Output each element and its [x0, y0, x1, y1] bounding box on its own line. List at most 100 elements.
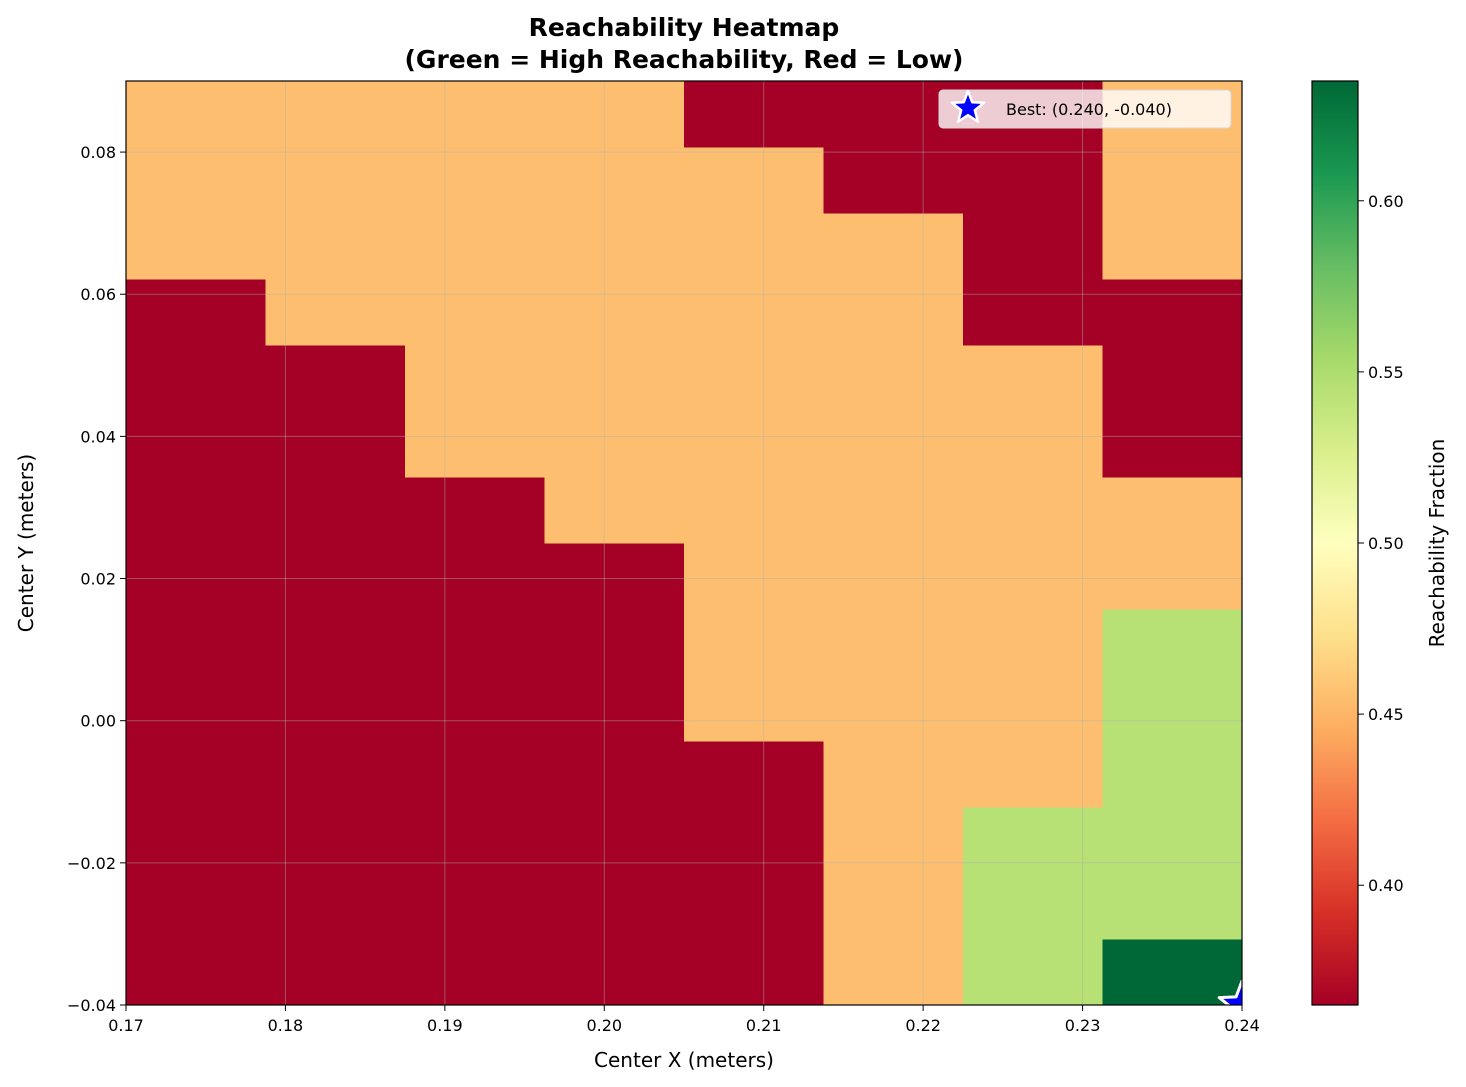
heatmap-cell — [126, 806, 267, 874]
y-tick-label: 0.08 — [80, 143, 116, 162]
colorbar: 0.40 0.45 0.50 0.55 0.60 Reachability Fracti… — [1311, 80, 1449, 1006]
legend: Best: (0.240, -0.040) — [938, 89, 1232, 129]
heatmap-cell — [963, 344, 1104, 412]
heatmap-cell — [544, 147, 685, 214]
heatmap-cell — [823, 806, 964, 874]
x-tick-label: 0.17 — [108, 1016, 144, 1035]
x-tick-label: 0.19 — [427, 1016, 463, 1035]
heatmap-cell — [823, 674, 964, 742]
heatmap-cell — [126, 279, 267, 346]
y-tick-label: −0.02 — [67, 854, 116, 873]
legend-star-shape — [950, 89, 986, 123]
heatmap-cell — [544, 873, 685, 940]
y-tick-label: 0.00 — [80, 712, 116, 731]
colorbar-ticks: 0.40 0.45 0.50 0.55 0.60 — [1358, 192, 1404, 895]
x-tick-label: 0.24 — [1224, 1016, 1260, 1035]
heatmap-cell — [963, 741, 1104, 808]
heatmap-cell — [963, 411, 1104, 478]
heatmap-cell — [684, 411, 825, 478]
heatmap-cell — [265, 411, 406, 478]
heatmap-cell — [126, 674, 267, 742]
colorbar-tick-label: 0.40 — [1368, 876, 1404, 895]
colorbar-label: Reachability Fraction — [1425, 439, 1449, 648]
heatmap-cell — [684, 344, 825, 412]
heatmap-cell — [126, 147, 267, 214]
heatmap-cell — [963, 147, 1104, 214]
heatmap-cell — [1102, 609, 1243, 676]
heatmap-cell — [684, 873, 825, 940]
heatmap-cell — [1102, 411, 1243, 478]
heatmap-cell — [126, 344, 267, 412]
heatmap-cell — [823, 212, 964, 280]
y-axis-label: Center Y (meters) — [14, 454, 38, 632]
heatmap-cell — [963, 873, 1104, 940]
heatmap-cell — [265, 674, 406, 742]
heatmap-cell — [823, 741, 964, 808]
heatmap-cell — [823, 279, 964, 346]
heatmap-cell — [823, 476, 964, 544]
heatmap-cell — [684, 147, 825, 214]
heatmap-cell — [265, 212, 406, 280]
y-tick-label: −0.04 — [67, 996, 116, 1015]
heatmap-cell — [544, 609, 685, 676]
heatmap-cell — [1102, 873, 1243, 940]
x-tick-label: 0.18 — [268, 1016, 304, 1035]
heatmap-cell — [1102, 147, 1243, 214]
heatmap-cell — [265, 279, 406, 346]
heatmap-cell — [544, 279, 685, 346]
colorbar-tick-label: 0.45 — [1368, 705, 1404, 724]
heatmap-cell — [963, 212, 1104, 280]
heatmap-cells — [126, 81, 1243, 1006]
heatmap-cell — [963, 543, 1104, 610]
heatmap-cell — [684, 938, 825, 1006]
heatmap-cell — [265, 938, 406, 1006]
heatmap-cell — [1102, 674, 1243, 742]
heatmap-cell — [963, 806, 1104, 874]
heatmap-cell — [405, 873, 546, 940]
heatmap-cell — [684, 476, 825, 544]
chart-title-line1: Reachability Heatmap — [529, 13, 840, 42]
heatmap-cell — [405, 543, 546, 610]
heatmap-cell — [963, 279, 1104, 346]
heatmap-cell — [126, 212, 267, 280]
heatmap-cell — [544, 741, 685, 808]
heatmap-cell — [684, 212, 825, 280]
heatmap-cell — [1102, 938, 1243, 1006]
heatmap-cell — [265, 873, 406, 940]
star-icon — [950, 89, 986, 123]
heatmap-cell — [544, 476, 685, 544]
heatmap-cell — [126, 873, 267, 940]
x-tick-label: 0.22 — [905, 1016, 941, 1035]
heatmap-cell — [405, 674, 546, 742]
heatmap-cell — [265, 609, 406, 676]
heatmap-cell — [265, 81, 406, 148]
heatmap-cell — [963, 674, 1104, 742]
heatmap-cell — [405, 609, 546, 676]
heatmap-cell — [684, 543, 825, 610]
y-tick-label: 0.06 — [80, 285, 116, 304]
heatmap-cell — [684, 806, 825, 874]
heatmap-cell — [544, 411, 685, 478]
x-axis-ticks: 0.17 0.18 0.19 0.20 0.21 0.22 0.23 0.24 — [108, 1005, 1260, 1035]
heatmap-cell — [1102, 806, 1243, 874]
heatmap-cell — [684, 674, 825, 742]
best-point-marker — [1217, 979, 1242, 1005]
heatmap-cell — [544, 543, 685, 610]
heatmap-cell — [823, 344, 964, 412]
heatmap-cell — [405, 147, 546, 214]
y-axis-ticks: −0.04 −0.02 0.00 0.02 0.04 0.06 0.08 — [67, 143, 126, 1015]
heatmap-cell — [405, 279, 546, 346]
heatmap-cell — [823, 873, 964, 940]
heatmap-cell — [684, 741, 825, 808]
heatmap-cell — [126, 543, 267, 610]
heatmap-cell — [544, 938, 685, 1006]
heatmap-cell — [126, 411, 267, 478]
heatmap-cell — [1102, 543, 1243, 610]
heatmap-cell — [963, 476, 1104, 544]
heatmap-cell — [823, 543, 964, 610]
heatmap-cell — [823, 609, 964, 676]
heatmap-cell — [265, 147, 406, 214]
heatmap-cell — [126, 609, 267, 676]
heatmap-cell — [544, 806, 685, 874]
best-point-star — [1217, 979, 1242, 1005]
